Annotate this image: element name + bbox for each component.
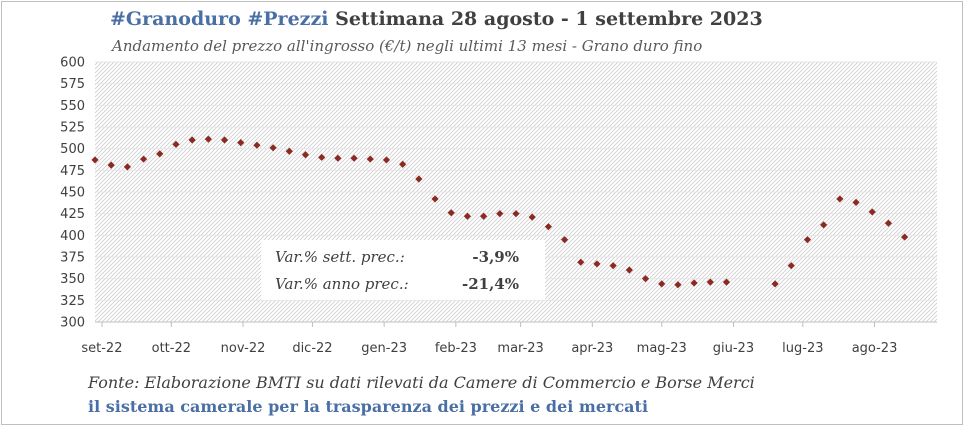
variation-box: Var.% sett. prec.: -3,9% Var.% anno prec… (261, 240, 545, 300)
data-point (901, 233, 909, 241)
data-point (107, 161, 115, 169)
data-point (463, 212, 472, 220)
data-point (674, 281, 682, 289)
weekly-variation-label: Var.% sett. prec.: (275, 248, 405, 266)
data-point (318, 153, 326, 161)
data-point (528, 213, 536, 221)
data-point (188, 136, 196, 144)
x-axis-ticks: set-22 ott-22 nov-22 dic-22 gen-23 feb-23 mar-… (81, 322, 897, 356)
x-tick-label: dic-22 (292, 341, 332, 356)
weekly-variation: Var.% sett. prec.: -3,9% (261, 248, 545, 272)
data-point (641, 275, 650, 283)
data-point (204, 135, 212, 143)
data-point (593, 260, 601, 268)
x-tick-label: giu-23 (713, 341, 754, 356)
data-point (172, 140, 180, 148)
data-point (836, 195, 844, 203)
x-tick-label: ago-23 (852, 341, 898, 356)
y-tick-label: 575 (60, 77, 85, 92)
y-tick-label: 400 (60, 229, 85, 244)
data-point (415, 175, 423, 183)
data-point (722, 278, 731, 286)
yearly-variation-label: Var.% anno prec.: (275, 275, 409, 293)
data-point (512, 210, 520, 218)
week-label: Settimana 28 agosto - 1 settembre 2023 (335, 8, 763, 30)
price-series (91, 135, 909, 289)
data-point (690, 279, 698, 287)
data-point (301, 151, 310, 159)
data-point (91, 156, 99, 164)
x-tick-label: feb-23 (435, 341, 477, 356)
data-point (253, 141, 261, 149)
data-point (496, 210, 504, 218)
data-point (123, 163, 131, 171)
data-point (366, 155, 374, 163)
data-point (447, 209, 455, 217)
data-point (771, 280, 779, 288)
data-point (609, 262, 617, 270)
data-point (156, 150, 164, 158)
data-point (884, 219, 893, 227)
data-point (382, 156, 391, 164)
data-point (350, 154, 358, 162)
tagline: il sistema camerale per la trasparenza d… (88, 397, 649, 416)
data-point (431, 195, 439, 203)
data-point (787, 262, 795, 270)
data-point (334, 154, 342, 162)
hashtags: #Granoduro #Prezzi (110, 8, 329, 30)
x-tick-label: gen-23 (361, 341, 407, 356)
x-tick-label: nov-22 (221, 341, 266, 356)
data-point (625, 266, 633, 274)
data-point (803, 236, 812, 244)
chart-subtitle: Andamento del prezzo all'ingrosso (€/t) … (112, 37, 703, 55)
data-point (480, 212, 488, 220)
source-note: Fonte: Elaborazione BMTI su dati rilevat… (88, 373, 755, 392)
data-point (658, 280, 666, 288)
data-point (706, 278, 714, 286)
y-tick-label: 375 (60, 251, 85, 266)
x-tick-label: mar-23 (497, 341, 543, 356)
data-point (220, 136, 229, 144)
data-point (544, 223, 552, 231)
y-tick-label: 425 (60, 207, 85, 222)
y-tick-label: 525 (60, 121, 85, 136)
data-point (269, 144, 277, 152)
y-tick-label: 500 (60, 142, 85, 157)
data-point (852, 198, 860, 206)
x-tick-label: set-22 (81, 341, 122, 356)
x-tick-label: lug-23 (782, 341, 823, 356)
data-point (399, 160, 407, 168)
data-point (820, 221, 828, 229)
data-point (577, 258, 585, 266)
data-point (139, 155, 148, 163)
y-tick-label: 325 (60, 294, 85, 309)
y-tick-label: 600 (60, 56, 85, 71)
weekly-variation-value: -3,9% (472, 248, 519, 266)
data-point (285, 147, 293, 155)
data-point (868, 208, 876, 216)
y-axis-ticks: 300 325 350 375 400 425 450 475 500 525 550 575 600 (60, 56, 85, 331)
x-tick-label: apr-23 (571, 341, 613, 356)
y-tick-label: 450 (60, 186, 85, 201)
y-tick-label: 350 (60, 272, 85, 287)
data-point (560, 236, 569, 244)
y-tick-label: 475 (60, 164, 85, 179)
yearly-variation: Var.% anno prec.: -21,4% (261, 275, 545, 299)
y-tick-label: 300 (60, 316, 85, 331)
yearly-variation-value: -21,4% (461, 275, 519, 293)
y-tick-label: 550 (60, 99, 85, 114)
chart-title: #Granoduro #Prezzi Settimana 28 agosto -… (110, 8, 763, 30)
x-tick-label: mag-23 (637, 341, 687, 356)
data-point (237, 139, 245, 147)
x-tick-label: ott-22 (152, 341, 191, 356)
